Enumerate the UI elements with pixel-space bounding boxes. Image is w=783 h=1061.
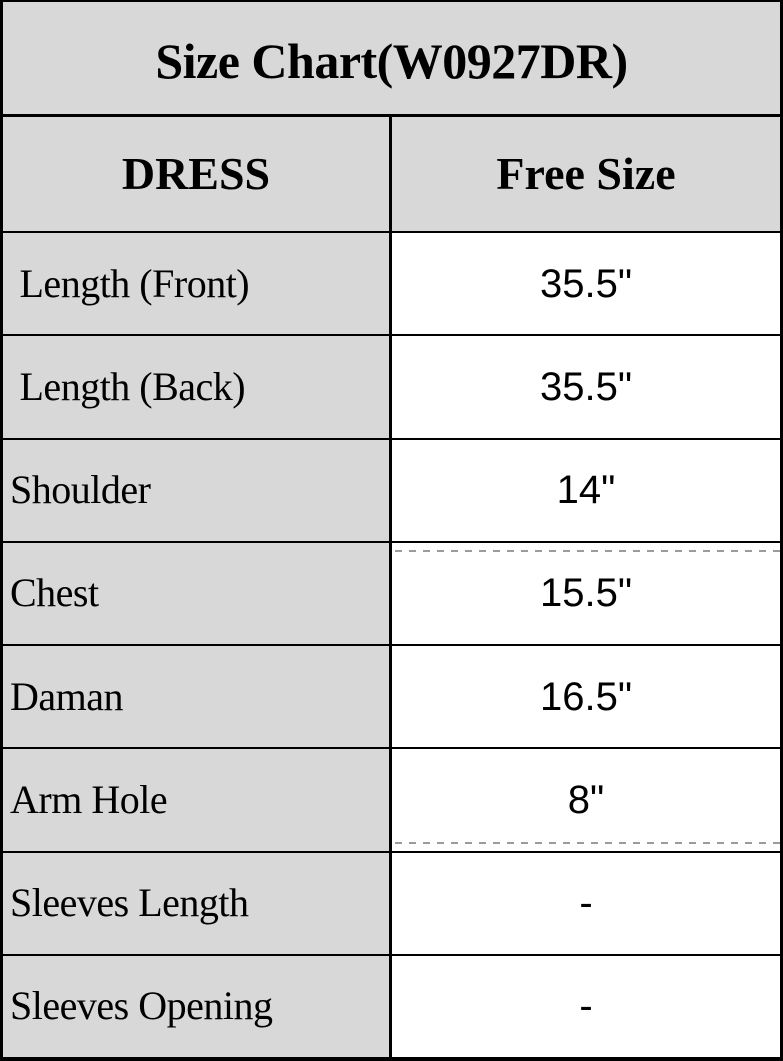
table-row: Sleeves Opening -	[3, 955, 780, 1057]
row-label: Daman	[10, 673, 124, 719]
table-header-row: DRESS Free Size	[3, 117, 780, 233]
row-value: 16.5"	[539, 674, 633, 719]
row-value: 8"	[567, 777, 605, 822]
row-label: Chest	[10, 570, 99, 616]
label-cell: Sleeves Opening	[3, 955, 392, 1057]
table-row: Length (Back) 35.5"	[3, 336, 780, 440]
label-cell: Chest	[3, 542, 392, 644]
table-row: Chest 15.5"	[3, 542, 780, 646]
label-cell: Daman	[3, 646, 392, 748]
table-row: Sleeves Length -	[3, 852, 780, 956]
row-value: -	[579, 984, 593, 1029]
row-value: 14"	[556, 468, 616, 513]
row-value: 15.5"	[539, 571, 633, 616]
label-cell: Length (Front)	[3, 233, 392, 335]
value-cell: -	[392, 955, 780, 1057]
label-cell: Shoulder	[3, 439, 392, 541]
row-label: Shoulder	[10, 467, 151, 513]
size-chart-title-row: Size Chart(W0927DR)	[3, 2, 780, 117]
row-label: Arm Hole	[10, 776, 168, 822]
row-label: Sleeves Length	[10, 880, 249, 926]
row-value: 35.5"	[539, 364, 633, 409]
header-cell-dress: DRESS	[3, 117, 392, 231]
label-cell: Sleeves Length	[3, 852, 392, 954]
value-cell: 14"	[392, 439, 780, 541]
row-value: 35.5"	[539, 261, 633, 306]
column-header-free-size: Free Size	[496, 148, 676, 199]
size-chart-title: Size Chart(W0927DR)	[155, 33, 628, 89]
row-value: -	[579, 881, 593, 926]
value-cell: 15.5"	[392, 542, 780, 644]
label-cell: Arm Hole	[3, 749, 392, 851]
table-row: Length (Front) 35.5"	[3, 233, 780, 337]
value-cell: -	[392, 852, 780, 954]
header-cell-free-size: Free Size	[392, 117, 780, 231]
row-label: Length (Back)	[10, 363, 246, 409]
label-cell: Length (Back)	[3, 336, 392, 438]
value-cell: 35.5"	[392, 336, 780, 438]
column-header-dress: DRESS	[121, 148, 271, 199]
value-cell: 35.5"	[392, 233, 780, 335]
row-label: Length (Front)	[10, 260, 250, 306]
table-row: Daman 16.5"	[3, 646, 780, 750]
value-cell: 16.5"	[392, 646, 780, 748]
value-cell: 8"	[392, 749, 780, 851]
table-row: Shoulder 14"	[3, 439, 780, 543]
table-row: Arm Hole 8"	[3, 749, 780, 853]
row-label: Sleeves Opening	[10, 983, 273, 1029]
